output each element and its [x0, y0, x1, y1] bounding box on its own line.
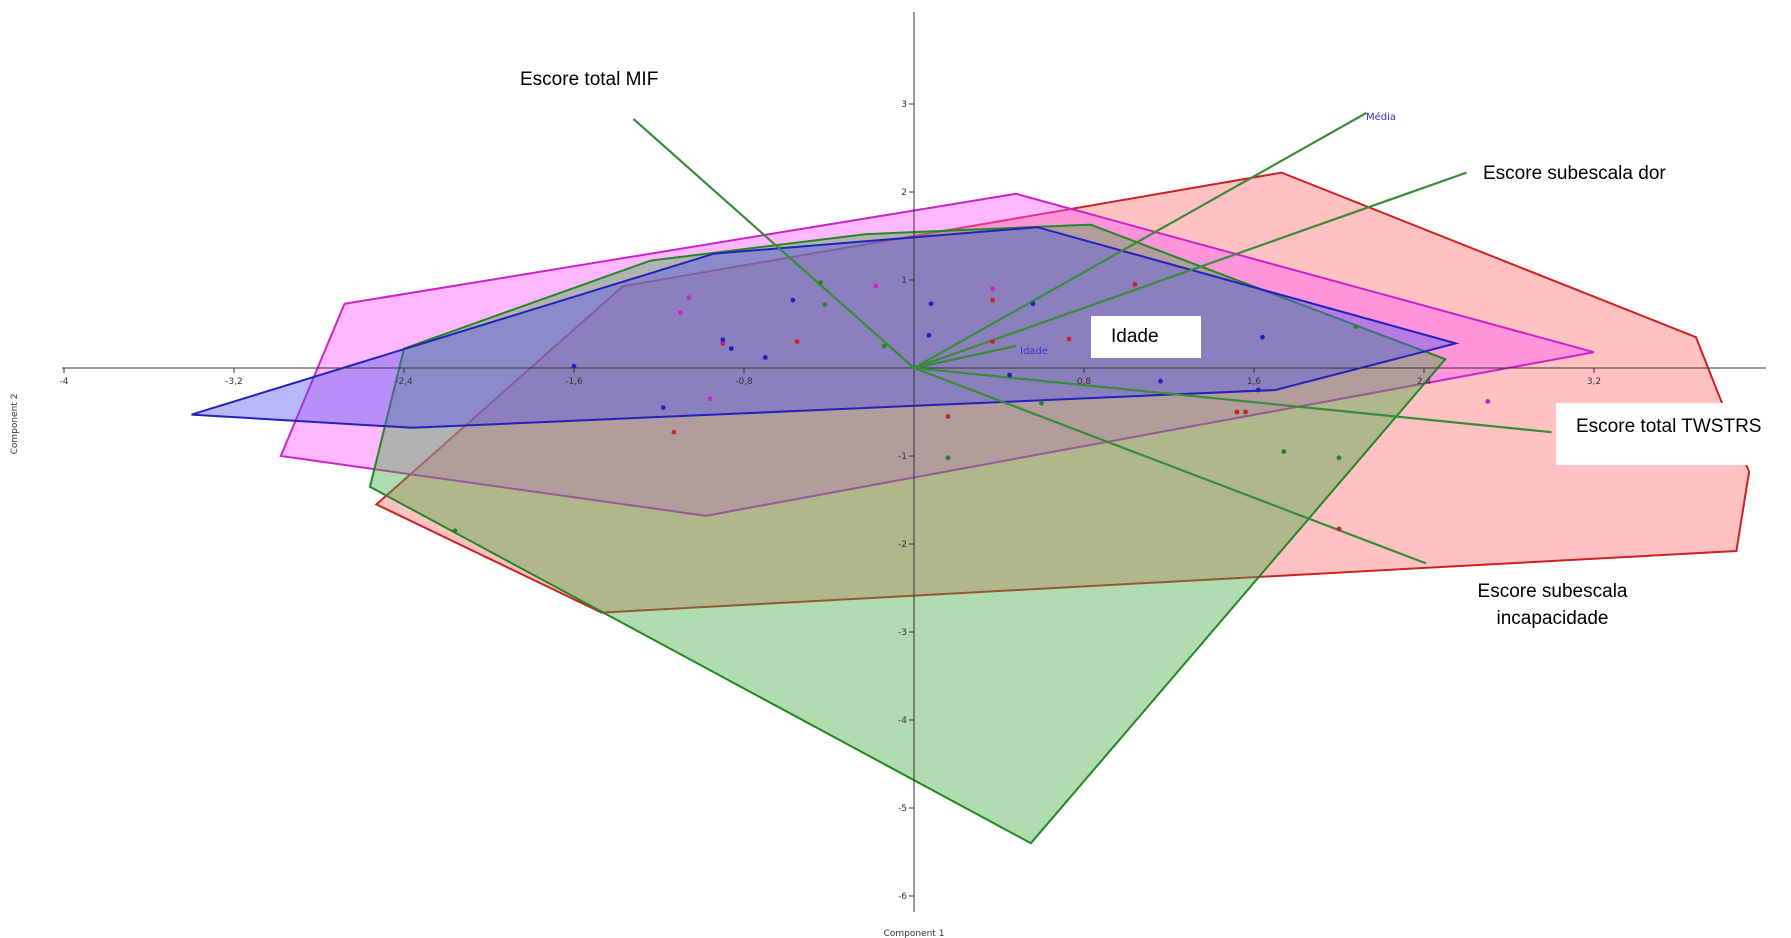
group-2-point: [990, 286, 995, 292]
y-tick-label: -5: [898, 804, 907, 814]
group-2-point: [677, 310, 683, 315]
x-tick-label: -2,4: [395, 377, 413, 387]
group-1-point: [671, 429, 677, 435]
group-1-point: [794, 339, 800, 344]
group-hulls: [191, 171, 1751, 845]
group-2-point: [707, 396, 713, 402]
loading-vectors: [632, 111, 1552, 565]
group-1-point: [1243, 409, 1248, 415]
callout-escore-total-mif: Escore total MIF: [520, 68, 659, 92]
group-1-point: [1132, 282, 1138, 287]
group-4-point: [660, 405, 666, 410]
group-2-point: [1485, 399, 1491, 404]
x-tick-label: -4: [60, 377, 69, 387]
group-2-point: [873, 283, 879, 289]
group-3-point: [1336, 455, 1342, 461]
group-2-point: [686, 295, 692, 300]
tick-labels: -4 -3,2 -2,4 -1,6 -0,8 0,8 1,6 2,4 3,2 3 2 1 -1 -2 -3 -…: [60, 100, 1602, 902]
group-4-point: [790, 297, 796, 303]
vector-3: [913, 171, 1467, 370]
x-axis-title: Component 1: [884, 929, 945, 938]
callout-incapacidade-line-2: incapacidade: [1496, 607, 1609, 629]
vector-4: [913, 344, 1017, 370]
y-tick-label: 3: [901, 100, 907, 110]
group-4-point: [720, 337, 726, 343]
x-tick-label: 1,6: [1247, 377, 1262, 387]
x-tick-label: -1,6: [565, 377, 583, 387]
group-4-point: [1007, 372, 1012, 378]
group-4-point: [1255, 387, 1261, 393]
x-tick-label: 3,2: [1587, 377, 1601, 387]
callout-idade: Idade: [1091, 316, 1201, 358]
x-tick-label: 2,4: [1417, 377, 1432, 387]
vector-1: [632, 118, 915, 369]
vector-5: [913, 366, 1552, 434]
small-label-idade: Idade: [1020, 346, 1048, 357]
group-4-point: [926, 333, 932, 338]
small-label-media: Média: [1366, 111, 1396, 123]
group-4-point: [1260, 334, 1265, 340]
group-4-point: [571, 363, 577, 369]
group-3-point: [1039, 400, 1044, 406]
group-4-point: [1158, 378, 1163, 384]
y-tick-label: 1: [901, 276, 907, 286]
x-tick-label: 0,8: [1077, 377, 1092, 387]
group-3-point: [1353, 324, 1359, 329]
x-tick-label: -0,8: [735, 377, 753, 387]
callout-escore-subescala-dor: Escore subescala dor: [1483, 162, 1666, 186]
group-3-point: [822, 302, 828, 307]
y-tick-label: -6: [898, 892, 907, 902]
callout-escore-subescala-incapacidade: Escore subescala incapacidade: [1430, 569, 1685, 633]
group-4-point: [1030, 301, 1036, 307]
group-1-point: [990, 297, 995, 303]
group-1-point: [1234, 409, 1240, 415]
group-3-hull: [368, 223, 1447, 845]
group-4-point: [728, 346, 734, 351]
group-1-point: [990, 339, 995, 344]
group-1-point: [945, 414, 951, 419]
y-axis-title: Component 2: [10, 394, 20, 455]
group-4-point: [762, 355, 768, 360]
group-3-point: [881, 343, 887, 349]
group-1-point: [1336, 526, 1342, 532]
group-3-point: [818, 280, 823, 285]
callout-incapacidade-line-1: Escore subescala: [1477, 581, 1628, 602]
vector-2: [913, 111, 1368, 369]
group-3-point: [945, 455, 951, 461]
group-3-point: [1281, 449, 1287, 454]
group-1-point: [1066, 336, 1072, 342]
group-4-hull: [191, 226, 1460, 429]
group-3-point: [452, 528, 458, 534]
y-tick-label: -1: [898, 452, 907, 462]
y-tick-label: 2: [901, 188, 907, 198]
y-tick-label: -3: [898, 628, 907, 638]
data-points: [452, 280, 1491, 534]
y-tick-label: -4: [898, 716, 907, 726]
vector-6: [913, 366, 1427, 565]
y-tick-label: -2: [898, 540, 907, 550]
callout-escore-total-twstrs: Escore total TWSTRS: [1556, 403, 1791, 465]
x-tick-label: -3,2: [225, 377, 243, 387]
group-4-point: [928, 301, 934, 307]
